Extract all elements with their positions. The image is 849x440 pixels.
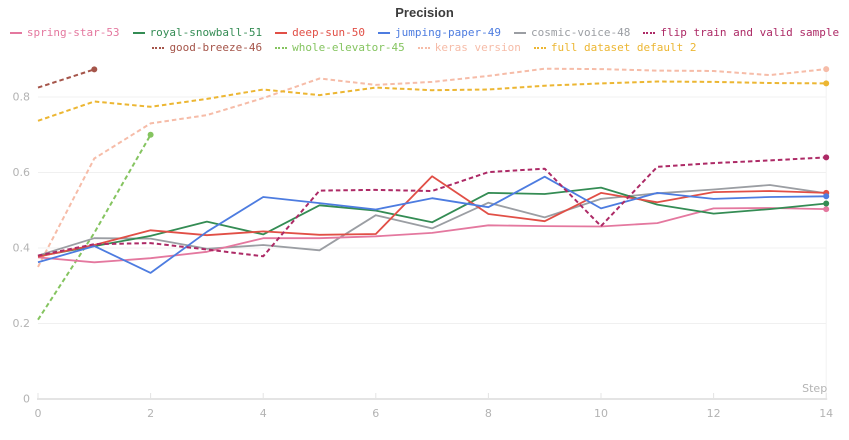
legend-item-label: royal-snowball-51 xyxy=(149,26,263,39)
series-line-jumping-paper-49 xyxy=(37,175,827,274)
legend-item-label: jumping-paper-49 xyxy=(395,26,501,39)
legend-swatch-icon xyxy=(533,47,546,49)
x-tick-label: 12 xyxy=(707,407,721,420)
legend-row: spring-star-53 royal-snowball-51 deep-sun-… xyxy=(9,26,839,40)
legend-item-jumping-paper-49[interactable]: jumping-paper-49 xyxy=(378,26,501,40)
legend-item-keras-version[interactable]: keras version xyxy=(417,41,521,55)
series-endpoint-dot-flip-train-and-valid-sample xyxy=(823,154,830,161)
x-axis-title: Step xyxy=(802,382,827,395)
x-tick-label: 6 xyxy=(372,407,379,420)
legend-item-whole-elevator-45[interactable]: whole-elevator-45 xyxy=(275,41,405,55)
x-tick-label: 14 xyxy=(819,407,833,420)
x-tick-label: 10 xyxy=(594,407,608,420)
legend-item-label: spring-star-53 xyxy=(26,26,120,39)
legend-swatch-icon xyxy=(275,32,288,34)
series-line-deep-sun-50 xyxy=(37,175,827,258)
legend-swatch-icon xyxy=(9,32,22,34)
x-tick-label: 2 xyxy=(147,407,154,420)
y-tick-label: 0.4 xyxy=(13,242,31,255)
series-endpoint-dot-royal-snowball-51 xyxy=(823,200,830,207)
legend-item-spring-star-53[interactable]: spring-star-53 xyxy=(9,26,120,40)
series-endpoint-dot-keras-version xyxy=(823,66,830,73)
y-tick-label: 0.8 xyxy=(13,91,31,104)
legend-item-label: deep-sun-50 xyxy=(292,26,366,39)
legend-item-good-breeze-46[interactable]: good-breeze-46 xyxy=(152,41,262,55)
series-endpoint-dot-jumping-paper-49 xyxy=(823,193,830,200)
legend-item-flip-train-and-valid-sample[interactable]: flip train and valid sample xyxy=(643,26,839,40)
legend-item-label: full dataset default 2 xyxy=(550,41,697,54)
legend-swatch-icon xyxy=(378,32,391,34)
y-tick-label: 0 xyxy=(23,393,30,406)
legend-item-label: cosmic-voice-48 xyxy=(530,26,631,39)
legend-item-cosmic-voice-48[interactable]: cosmic-voice-48 xyxy=(513,26,631,40)
legend-item-deep-sun-50[interactable]: deep-sun-50 xyxy=(275,26,365,40)
series-line-spring-star-53 xyxy=(37,207,827,264)
series-endpoint-dot-good-breeze-46 xyxy=(91,66,98,73)
x-tick-label: 0 xyxy=(35,407,42,420)
legend-item-full-dataset-default-2[interactable]: full dataset default 2 xyxy=(533,41,697,55)
legend-swatch-icon xyxy=(513,32,526,34)
series-endpoint-dot-whole-elevator-45 xyxy=(147,131,154,138)
legend-swatch-icon xyxy=(152,47,165,49)
x-tick-label: 4 xyxy=(260,407,267,420)
chart-legend: spring-star-53 royal-snowball-51 deep-sun-… xyxy=(0,26,849,55)
legend-row: good-breeze-46 whole-elevator-45 keras ver… xyxy=(152,41,697,55)
series-line-keras-version xyxy=(37,67,827,268)
legend-item-label: keras version xyxy=(434,41,521,54)
legend-item-label: whole-elevator-45 xyxy=(292,41,405,54)
legend-item-royal-snowball-51[interactable]: royal-snowball-51 xyxy=(132,26,263,40)
series-endpoint-dot-spring-star-53 xyxy=(823,206,830,213)
chart-title: Precision xyxy=(395,5,454,20)
series-line-good-breeze-46 xyxy=(37,68,95,89)
y-tick-label: 0.6 xyxy=(13,166,31,179)
series-line-whole-elevator-45 xyxy=(37,134,152,321)
legend-item-label: flip train and valid sample xyxy=(660,26,840,39)
series-line-cosmic-voice-48 xyxy=(37,184,827,257)
y-tick-label: 0.2 xyxy=(13,317,31,330)
series-endpoint-dot-full-dataset-default-2 xyxy=(823,80,830,87)
x-tick-label: 8 xyxy=(485,407,492,420)
series-line-full-dataset-default-2 xyxy=(37,80,827,122)
legend-item-label: good-breeze-46 xyxy=(169,41,263,54)
legend-swatch-icon xyxy=(275,47,288,49)
legend-swatch-icon xyxy=(643,32,656,34)
legend-swatch-icon xyxy=(132,32,145,34)
legend-swatch-icon xyxy=(417,47,430,49)
